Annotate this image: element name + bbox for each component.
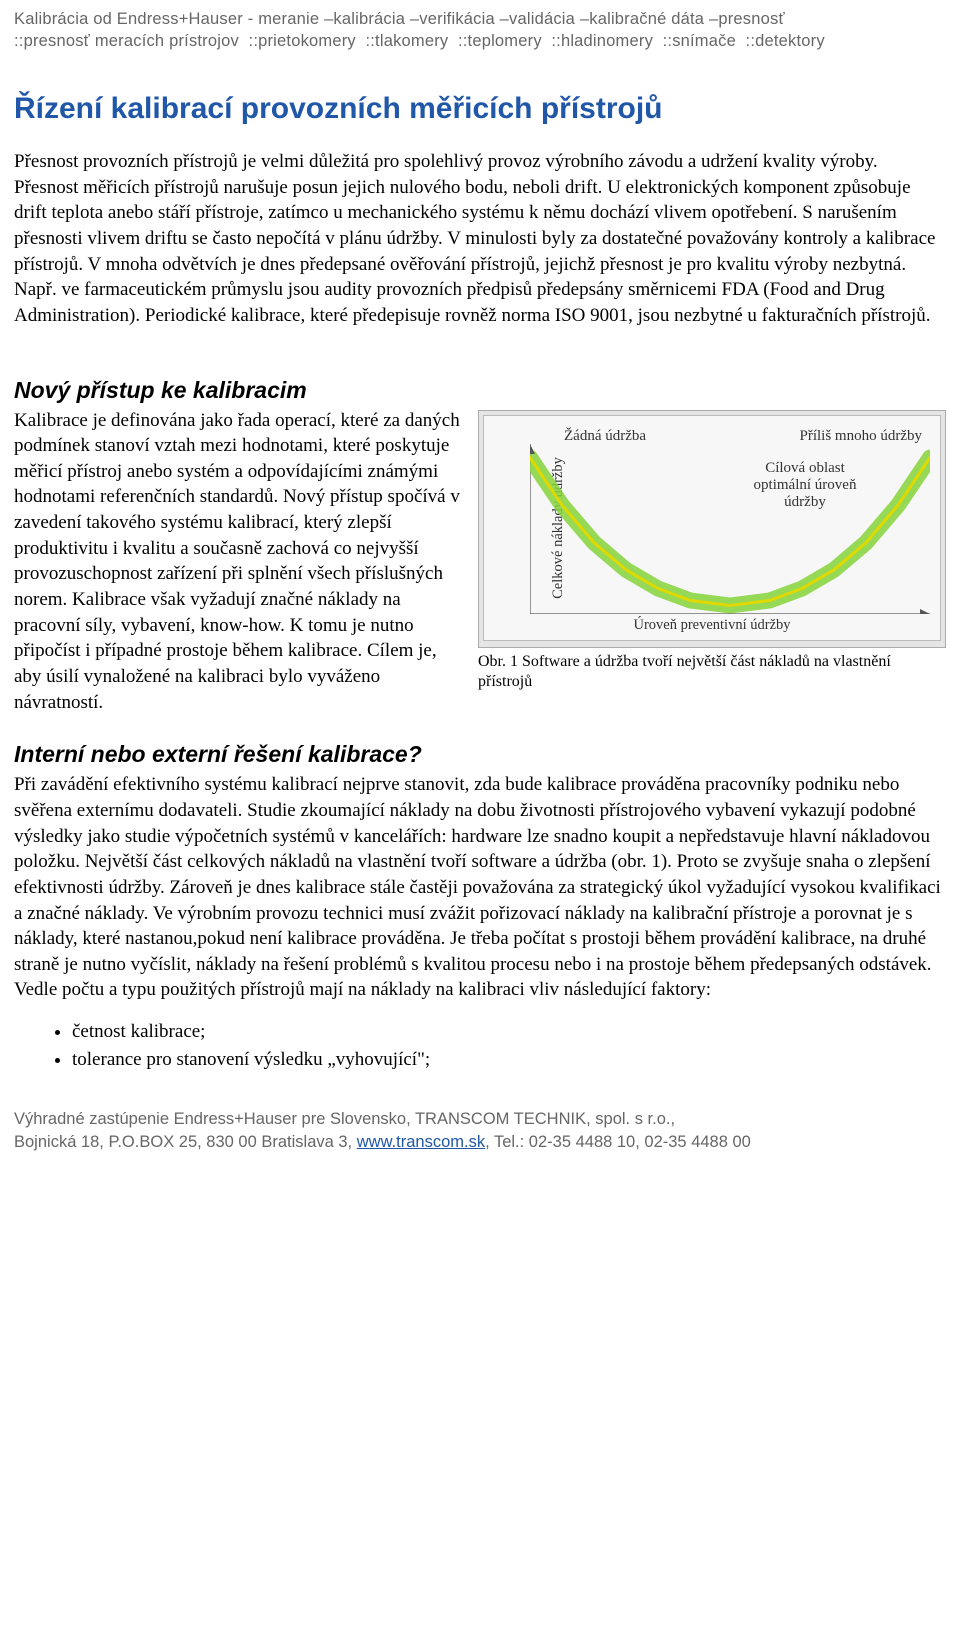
bullet-list: četnost kalibrace; tolerance pro stanove…: [72, 1019, 946, 1072]
section2-title: Nový přístup ke kalibracim: [14, 375, 946, 406]
figure-1: Celkové náklady údržby Žádná údržba Příl…: [478, 410, 946, 692]
section3-title: Interní nebo externí řešení kalibrace?: [14, 739, 946, 770]
footer-line-1: Výhradné zastúpenie Endress+Hauser pre S…: [14, 1108, 946, 1130]
intro-paragraph: Přesnost provozních přístrojů je velmi d…: [14, 149, 946, 328]
x-arrow-icon: [920, 609, 930, 614]
curve-glow: [530, 457, 930, 605]
header-line-1: Kalibrácia od Endress+Hauser - meranie –…: [14, 8, 946, 30]
footer-line-2: Bojnická 18, P.O.BOX 25, 830 00 Bratisla…: [14, 1131, 946, 1153]
chart-canvas: Celkové náklady údržby Žádná údržba Příl…: [483, 415, 941, 641]
figure-1-chart: Celkové náklady údržby Žádná údržba Příl…: [478, 410, 946, 648]
section3-paragraph: Při zavádění efektivního systému kalibra…: [14, 772, 946, 1003]
page-title: Řízení kalibrací provozních měřicích pří…: [14, 89, 946, 130]
header-line-2: ::presnosť meracích prístrojov ::prietok…: [14, 30, 946, 52]
section2-wrap: Celkové náklady údržby Žádná údržba Příl…: [14, 408, 946, 716]
hdr1-p0: Kalibrácia od Endress+Hauser - meranie: [14, 10, 319, 28]
hdr1-sep0: –: [324, 10, 333, 28]
chart-xlabel: Úroveň preventivní údržby: [484, 616, 940, 636]
list-item: četnost kalibrace;: [72, 1019, 946, 1045]
footer-link[interactable]: www.transcom.sk: [357, 1133, 485, 1151]
figure-1-caption: Obr. 1 Software a údržba tvoří největší …: [478, 652, 946, 692]
chart-svg: [530, 444, 930, 614]
list-item: tolerance pro stanovení výsledku „vyhovu…: [72, 1047, 946, 1073]
footer: Výhradné zastúpenie Endress+Hauser pre S…: [14, 1108, 946, 1153]
chart-plot: [530, 444, 930, 614]
y-arrow-icon: [530, 444, 535, 454]
